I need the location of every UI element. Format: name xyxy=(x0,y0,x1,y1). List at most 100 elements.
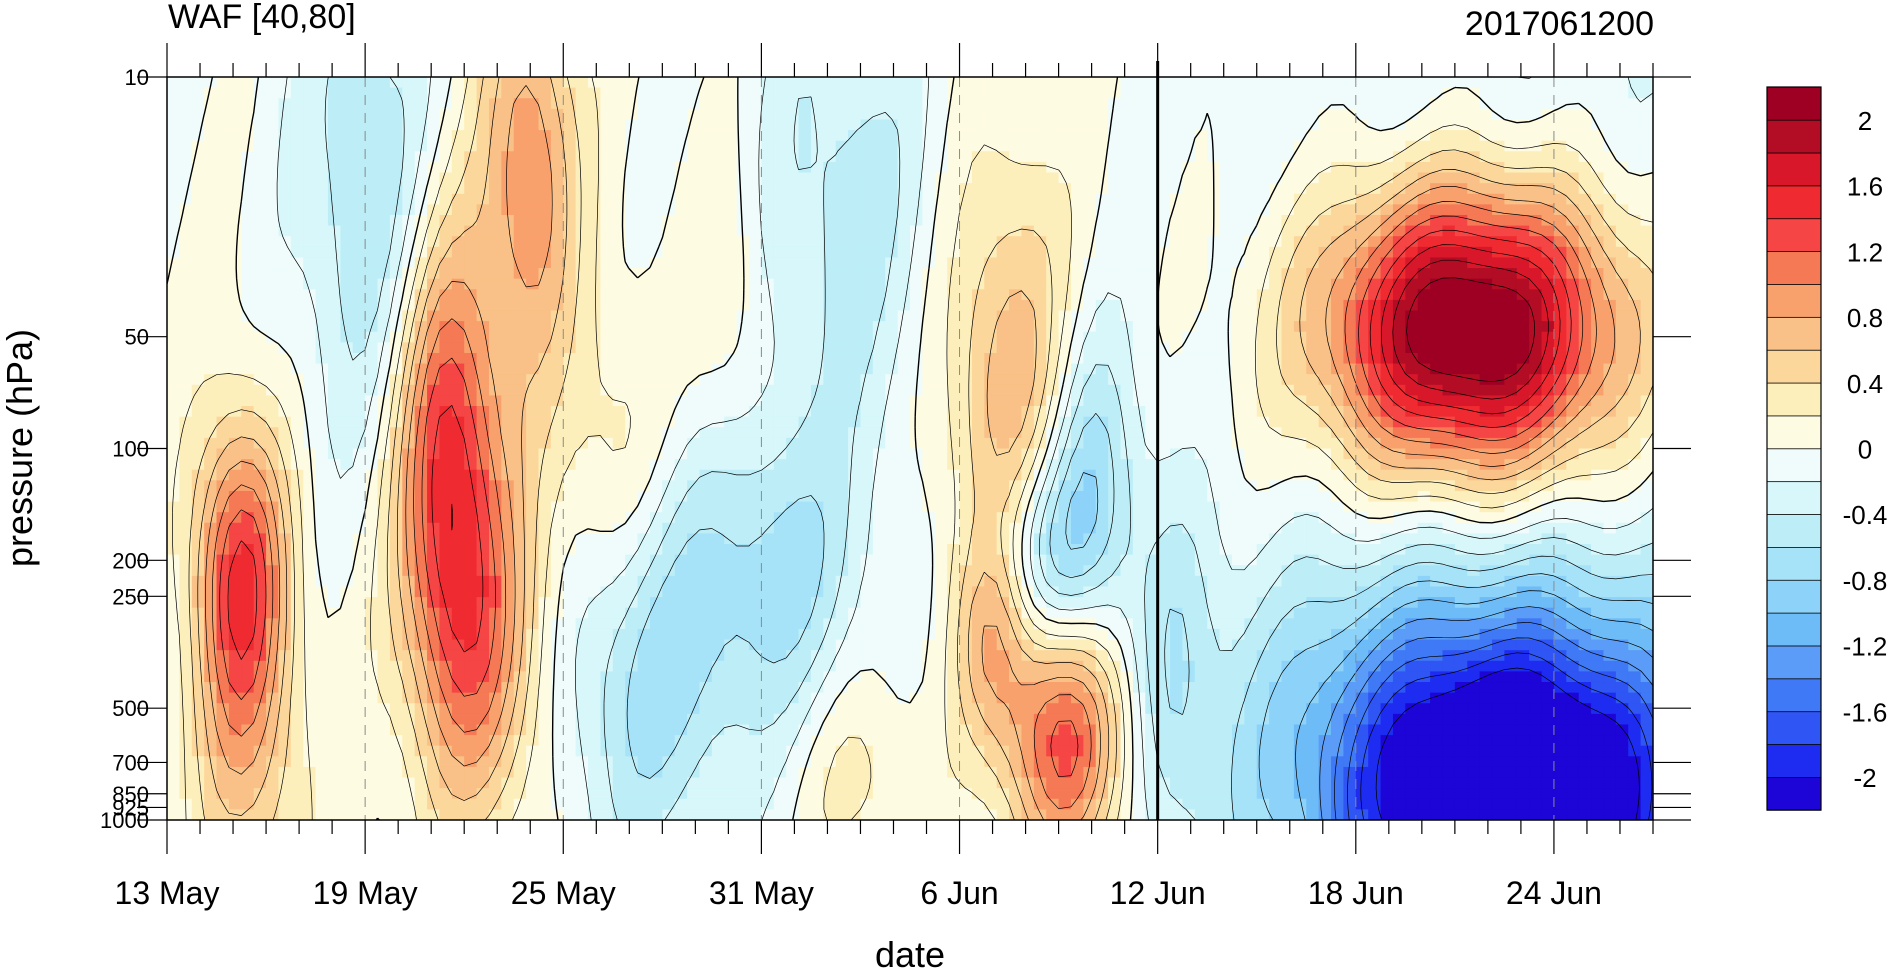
contour-cell xyxy=(674,77,688,89)
contour-cell xyxy=(1219,257,1233,269)
contour-cell xyxy=(662,257,676,269)
contour-cell xyxy=(1070,331,1084,343)
contour-cell xyxy=(377,225,391,237)
contour-cell xyxy=(699,437,713,450)
contour-cell xyxy=(996,374,1010,386)
contour-cell xyxy=(476,77,490,89)
contour-cell xyxy=(538,236,552,248)
contour-cell xyxy=(352,321,366,333)
contour-cell xyxy=(588,161,602,174)
contour-cell xyxy=(1553,299,1567,312)
contour-cell xyxy=(439,406,453,418)
contour-cell xyxy=(1380,87,1394,99)
contour-cell xyxy=(1009,331,1023,343)
contour-cell xyxy=(749,406,762,418)
contour-cell xyxy=(352,437,366,450)
contour-cell xyxy=(1640,236,1653,248)
contour-cell xyxy=(315,416,329,428)
contour-cell xyxy=(1306,480,1320,492)
contour-cell xyxy=(526,321,540,333)
contour-cell xyxy=(848,214,862,227)
contour-cell xyxy=(1479,151,1493,163)
contour-cell xyxy=(340,342,354,354)
contour-cell xyxy=(501,268,515,280)
contour-cell xyxy=(749,140,762,152)
contour-cell xyxy=(1628,331,1642,343)
contour-cell xyxy=(1553,98,1567,110)
contour-cell xyxy=(1343,204,1357,216)
contour-cell xyxy=(1492,427,1505,439)
contour-cell xyxy=(1492,363,1505,375)
contour-cell xyxy=(1578,225,1592,237)
contour-cell xyxy=(711,172,725,184)
contour-cell xyxy=(996,268,1010,280)
contour-cell xyxy=(687,140,701,152)
contour-cell xyxy=(1157,310,1171,322)
contour-cell xyxy=(451,108,465,121)
contour-cell xyxy=(1281,246,1295,259)
contour-cell xyxy=(1516,469,1530,481)
contour-cell xyxy=(984,183,998,195)
contour-cell xyxy=(167,77,180,89)
contour-cell xyxy=(1269,289,1283,301)
contour-cell xyxy=(1058,299,1072,312)
contour-cell xyxy=(600,512,614,524)
contour-cell xyxy=(228,299,242,312)
contour-cell xyxy=(996,321,1010,333)
contour-cell xyxy=(501,437,515,450)
contour-cell xyxy=(860,98,874,110)
contour-cell xyxy=(241,268,255,280)
contour-cell xyxy=(476,268,490,280)
contour-cell xyxy=(191,246,205,259)
contour-cell xyxy=(513,278,527,290)
contour-cell xyxy=(835,246,849,259)
contour-cell xyxy=(1640,257,1653,269)
contour-cell xyxy=(1207,87,1221,99)
contour-cell xyxy=(1442,130,1456,142)
contour-cell xyxy=(1058,310,1072,322)
contour-cell xyxy=(810,310,824,322)
contour-cell xyxy=(1033,214,1047,227)
contour-cell xyxy=(1442,352,1456,365)
contour-cell xyxy=(823,108,837,121)
contour-cell xyxy=(253,204,267,216)
contour-cell xyxy=(897,310,911,322)
contour-cell xyxy=(253,342,267,354)
contour-cell xyxy=(1541,448,1555,460)
contour-cell xyxy=(1231,225,1245,237)
contour-cell xyxy=(501,161,515,174)
contour-cell xyxy=(798,448,812,460)
contour-cell xyxy=(1157,278,1171,290)
contour-cell xyxy=(1095,225,1109,237)
contour-cell xyxy=(1132,437,1146,450)
contour-cell xyxy=(1529,236,1543,248)
contour-cell xyxy=(835,214,849,227)
contour-cell xyxy=(612,130,626,142)
contour-cell xyxy=(278,437,292,450)
contour-cell xyxy=(1516,204,1530,216)
contour-cell xyxy=(984,448,998,460)
contour-cell xyxy=(687,427,701,439)
contour-cell xyxy=(1615,310,1629,322)
contour-cell xyxy=(674,342,688,354)
contour-cell xyxy=(1368,246,1382,259)
contour-cell xyxy=(885,342,899,354)
contour-cell xyxy=(1479,214,1493,227)
contour-cell xyxy=(266,459,280,471)
contour-cell xyxy=(736,214,750,227)
contour-cell xyxy=(315,268,329,280)
contour-cell xyxy=(278,395,292,407)
contour-cell xyxy=(1281,310,1295,322)
contour-cell xyxy=(600,374,614,386)
contour-cell xyxy=(1640,299,1653,312)
contour-cell xyxy=(228,448,242,460)
contour-cell xyxy=(1454,469,1468,481)
contour-cell xyxy=(934,363,948,375)
contour-cell xyxy=(823,87,837,99)
contour-cell xyxy=(1430,204,1444,216)
contour-cell xyxy=(1231,427,1245,439)
contour-cell xyxy=(1516,77,1530,89)
contour-cell xyxy=(216,374,230,386)
contour-cell xyxy=(1467,501,1481,513)
contour-cell xyxy=(1046,299,1060,312)
